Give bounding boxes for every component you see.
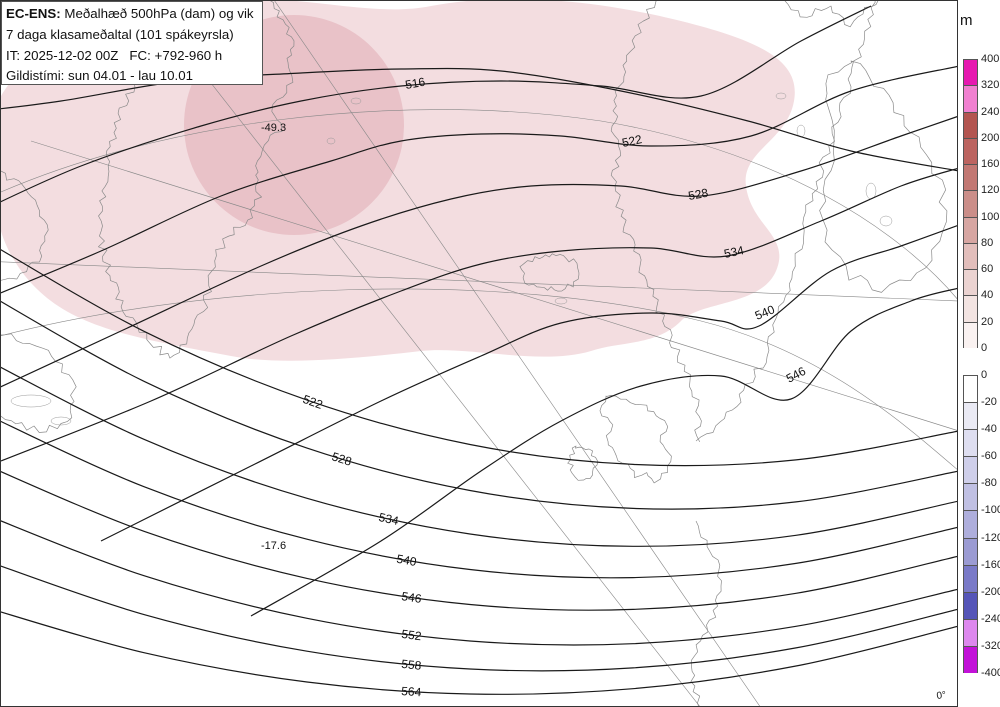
svg-text:528: 528: [330, 449, 354, 468]
svg-text:552: 552: [401, 627, 423, 644]
svg-text:546: 546: [401, 589, 423, 606]
svg-text:522: 522: [301, 392, 325, 412]
svg-text:-17.6: -17.6: [261, 540, 286, 552]
svg-text:540: 540: [753, 302, 777, 323]
svg-text:534: 534: [377, 510, 400, 528]
svg-text:-49.3: -49.3: [261, 122, 286, 134]
svg-text:558: 558: [401, 657, 423, 673]
svg-text:0°: 0°: [936, 690, 947, 702]
svg-text:540: 540: [395, 552, 418, 569]
svg-text:546: 546: [784, 364, 809, 386]
svg-text:564: 564: [401, 684, 422, 699]
